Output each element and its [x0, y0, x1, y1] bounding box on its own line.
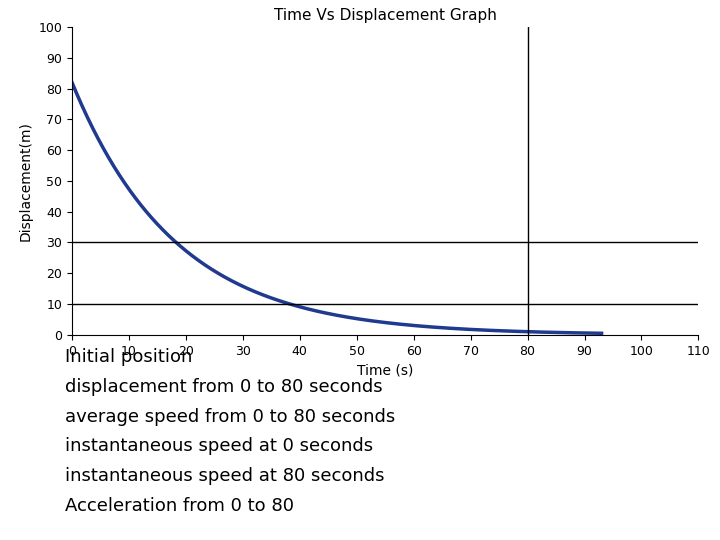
Text: instantaneous speed at 80 seconds: instantaneous speed at 80 seconds [65, 467, 384, 485]
Text: average speed from 0 to 80 seconds: average speed from 0 to 80 seconds [65, 408, 395, 426]
Y-axis label: Displacement(m): Displacement(m) [19, 121, 33, 241]
X-axis label: Time (s): Time (s) [357, 363, 413, 377]
Title: Time Vs Displacement Graph: Time Vs Displacement Graph [274, 8, 497, 23]
Text: instantaneous speed at 0 seconds: instantaneous speed at 0 seconds [65, 437, 373, 455]
Text: Initial position: Initial position [65, 348, 192, 366]
Text: Acceleration from 0 to 80: Acceleration from 0 to 80 [65, 497, 294, 515]
Text: displacement from 0 to 80 seconds: displacement from 0 to 80 seconds [65, 378, 382, 396]
